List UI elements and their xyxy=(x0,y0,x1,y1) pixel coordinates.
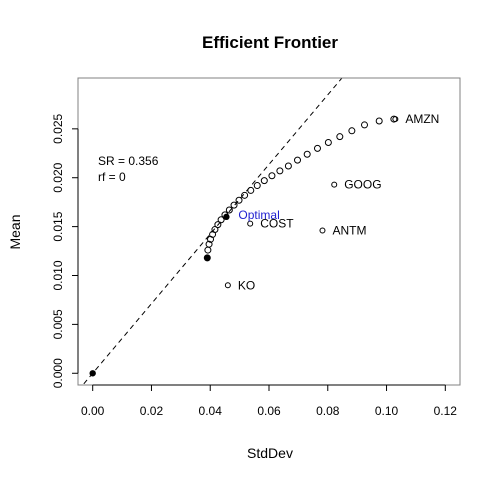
y-tick-label: 0.020 xyxy=(51,162,65,192)
capital-market-line xyxy=(82,78,343,385)
min-variance-point xyxy=(204,254,211,262)
frontier-point xyxy=(230,201,238,209)
asset-label: ANTM xyxy=(332,224,366,238)
asset-label: AMZN xyxy=(405,112,439,126)
x-tick-label: 0.12 xyxy=(434,404,458,418)
y-tick-label: 0.005 xyxy=(51,309,65,339)
frontier-point xyxy=(276,167,284,175)
frontier-point xyxy=(336,133,344,141)
frontier-point xyxy=(284,162,292,170)
frontier-point xyxy=(205,240,213,248)
risk-free-annotation: rf = 0 xyxy=(98,170,126,184)
asset-label: KO xyxy=(238,278,255,292)
frontier-point xyxy=(294,156,302,164)
asset-point xyxy=(247,220,254,227)
asset-point xyxy=(319,227,326,234)
asset-point xyxy=(392,116,399,123)
x-tick-label: 0.02 xyxy=(140,404,164,418)
frontier-point xyxy=(324,139,332,147)
y-tick-label: 0.015 xyxy=(51,211,65,241)
asset-point xyxy=(331,181,338,188)
risk-free-point xyxy=(89,370,96,377)
x-axis: 0.00 0.02 0.04 0.06 0.08 0.10 0.12 xyxy=(81,384,458,418)
assets-layer: AMZN GOOG COST ANTM KO xyxy=(224,112,439,292)
frontier-point xyxy=(260,177,268,185)
frontier-point xyxy=(214,221,222,229)
x-tick-label: 0.04 xyxy=(199,404,223,418)
tangency-point xyxy=(223,213,230,221)
frontier-point xyxy=(247,186,255,194)
frontier-point xyxy=(241,191,249,199)
x-tick-label: 0.06 xyxy=(257,404,281,418)
sharpe-ratio-annotation: SR = 0.356 xyxy=(98,154,159,168)
chart-title: Efficient Frontier xyxy=(202,33,338,52)
frontier-point xyxy=(253,182,261,190)
frontier-point xyxy=(217,216,225,224)
x-axis-title: StdDev xyxy=(247,445,293,461)
y-tick-label: 0.010 xyxy=(51,260,65,290)
y-tick-label: 0.025 xyxy=(51,114,65,144)
asset-point xyxy=(224,282,231,289)
frontier-point xyxy=(313,144,321,152)
frontier-point xyxy=(390,115,398,123)
frontier-point xyxy=(375,117,383,125)
optimal-label: Optimal xyxy=(238,208,279,222)
x-tick-label: 0.10 xyxy=(375,404,399,418)
x-tick-label: 0.00 xyxy=(81,404,105,418)
frontier-point xyxy=(361,121,368,129)
frontier-point xyxy=(268,172,276,180)
special-points-layer: Optimal xyxy=(89,208,280,377)
y-axis: 0.000 0.005 0.010 0.015 0.020 0.025 xyxy=(51,114,79,388)
frontier-point xyxy=(225,206,233,214)
asset-label: GOOG xyxy=(344,178,381,192)
y-tick-label: 0.000 xyxy=(51,358,65,388)
frontier-point xyxy=(235,196,243,204)
frontier-point xyxy=(303,150,311,158)
capital-market-line-layer xyxy=(82,78,343,385)
y-axis-title: Mean xyxy=(7,214,23,249)
frontier-point xyxy=(348,127,356,135)
plot-frame xyxy=(77,77,461,386)
asset-label: COST xyxy=(260,217,294,231)
x-tick-label: 0.08 xyxy=(316,404,340,418)
frontier-point xyxy=(204,246,212,254)
